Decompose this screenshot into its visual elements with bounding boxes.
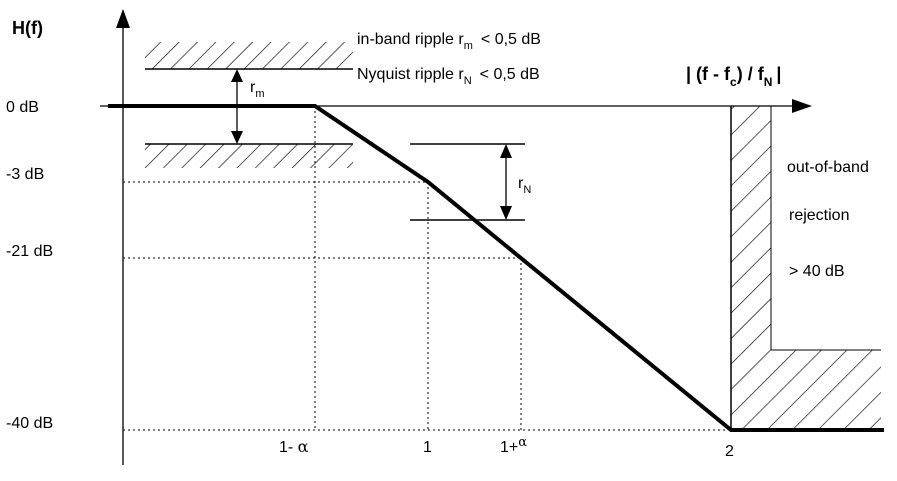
- rn-label: rN: [518, 175, 531, 196]
- rejection-line3: > 40 dB: [789, 263, 845, 280]
- x-tick-1-alpha: 1- α: [279, 437, 309, 456]
- y-axis-label: H(f): [12, 18, 43, 38]
- response-curve: [108, 104, 884, 432]
- inband-lower-tolerance: [145, 143, 353, 168]
- x-tick-2: 2: [725, 443, 734, 460]
- rejection-line2: rejection: [789, 207, 849, 224]
- guide-lines: [123, 106, 731, 431]
- inband-ripple-spec: in-band ripple rm < 0,5 dB: [357, 31, 541, 52]
- y-tick-40db: -40 dB: [6, 415, 53, 432]
- y-axis: [116, 9, 130, 465]
- nyquist-ripple-spec: Nyquist ripple rN < 0,5 dB: [357, 66, 540, 87]
- y-tick-0db: 0 dB: [6, 99, 39, 116]
- nyquist-ripple-markers: [410, 143, 525, 221]
- rejection-line1: out-of-band: [787, 159, 869, 176]
- y-tick-3db: -3 dB: [6, 166, 44, 183]
- x-tick-1: 1: [423, 439, 432, 456]
- x-tick-1+alpha: 1+α: [500, 435, 527, 456]
- y-tick-21db: -21 dB: [6, 243, 53, 260]
- rm-label: rm: [250, 79, 265, 100]
- x-axis-label: | (f - fc) / fN |: [686, 64, 781, 89]
- rejection-wall: [730, 105, 881, 430]
- inband-upper-tolerance: [145, 42, 353, 70]
